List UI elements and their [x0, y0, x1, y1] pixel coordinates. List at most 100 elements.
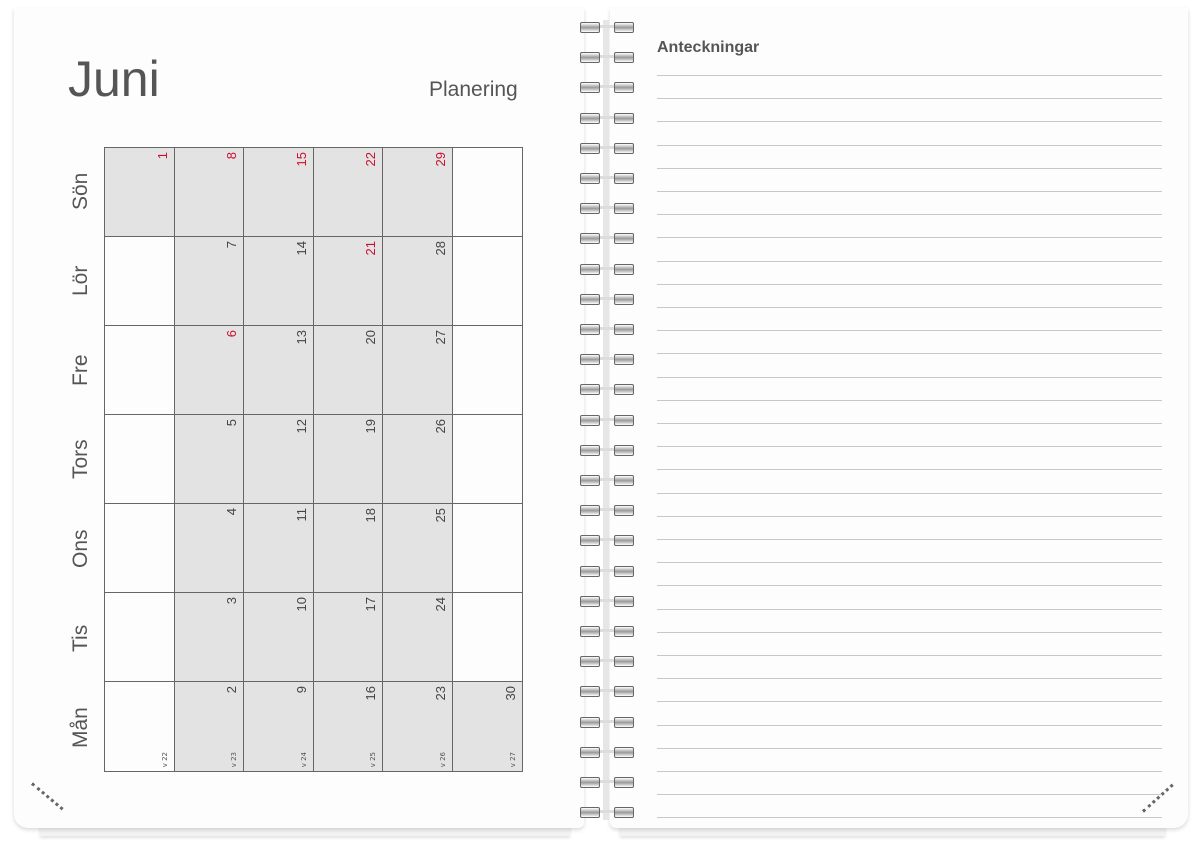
day-cell[interactable]: [105, 504, 175, 593]
day-cell[interactable]: [452, 504, 522, 593]
day-cell[interactable]: 21: [313, 237, 383, 326]
note-line: [657, 678, 1162, 680]
day-cell[interactable]: 28: [383, 237, 453, 326]
day-cell[interactable]: [105, 593, 175, 682]
note-line: [657, 701, 1162, 703]
note-line: [657, 121, 1162, 123]
day-cell[interactable]: 23 v 26: [383, 682, 453, 771]
spiral-ring: [580, 293, 634, 305]
day-cell[interactable]: [452, 326, 522, 415]
note-line: [657, 515, 1162, 517]
day-cell[interactable]: 1: [105, 148, 175, 237]
day-cell[interactable]: [105, 326, 175, 415]
day-number: 25: [432, 508, 448, 523]
day-number: 7: [224, 241, 239, 249]
day-number: 20: [363, 330, 378, 345]
day-number: 10: [293, 597, 309, 612]
day-label: Lör: [69, 265, 92, 296]
day-cell[interactable]: 11: [244, 504, 314, 593]
day-number: 29: [432, 152, 448, 167]
day-cell[interactable]: 22: [313, 148, 383, 237]
note-line: [657, 423, 1162, 424]
week-number: v 24: [299, 751, 308, 767]
spiral-ring: [580, 565, 634, 577]
day-cell[interactable]: 18: [313, 504, 383, 593]
day-cell[interactable]: [452, 593, 522, 682]
day-cell[interactable]: 24: [383, 593, 453, 682]
note-line: [657, 608, 1162, 610]
spiral-ring: [580, 142, 634, 154]
day-cell[interactable]: [105, 237, 175, 326]
note-line: [657, 144, 1162, 146]
day-cell[interactable]: 15: [244, 148, 314, 237]
spiral-ring: [580, 203, 634, 215]
day-label: Ons: [69, 529, 92, 568]
day-cell[interactable]: 10: [244, 593, 314, 682]
day-number: 3: [224, 597, 239, 605]
day-number: 19: [363, 419, 378, 434]
day-cell[interactable]: 12: [244, 415, 314, 504]
note-line: [657, 539, 1162, 540]
day-number: 9: [293, 686, 309, 694]
spiral-ring: [580, 656, 634, 668]
day-cell[interactable]: 4: [174, 504, 244, 593]
day-number: 27: [432, 330, 448, 345]
day-cell[interactable]: [452, 148, 522, 237]
note-line: [657, 167, 1162, 169]
day-number: 22: [363, 152, 378, 167]
day-cell[interactable]: 9 v 24: [244, 682, 314, 771]
day-cell[interactable]: v 22: [105, 682, 175, 771]
spiral-ring: [580, 444, 634, 456]
day-cell[interactable]: 7: [174, 237, 244, 326]
day-cell[interactable]: 3: [174, 593, 244, 682]
spiral-ring: [580, 173, 634, 184]
day-cell[interactable]: [105, 415, 175, 504]
note-line: [657, 191, 1162, 192]
day-cell[interactable]: 19: [313, 415, 383, 504]
spiral-ring: [580, 505, 634, 517]
day-cell[interactable]: 17: [313, 593, 383, 682]
note-line: [657, 562, 1162, 564]
day-cell[interactable]: 6: [174, 326, 244, 415]
day-cell[interactable]: 29: [383, 148, 453, 237]
day-cell[interactable]: 13: [244, 326, 314, 415]
note-line: [657, 260, 1162, 262]
week-number: v 23: [230, 751, 238, 767]
planning-label: Planering: [429, 78, 518, 101]
day-number: 26: [432, 419, 448, 434]
day-number: 18: [363, 508, 378, 523]
note-line: [657, 724, 1162, 726]
day-number: 15: [293, 152, 309, 167]
day-cell[interactable]: 5: [174, 415, 244, 504]
day-cell[interactable]: 27: [383, 326, 453, 415]
spiral-ring: [580, 233, 634, 245]
note-line: [657, 446, 1162, 448]
day-number: 11: [293, 508, 309, 522]
note-line: [657, 283, 1162, 285]
day-cell[interactable]: 2 v 23: [174, 682, 244, 771]
day-cell[interactable]: 8: [174, 148, 244, 237]
day-number: 21: [363, 241, 378, 256]
spiral-ring: [580, 324, 634, 335]
note-line: [657, 771, 1162, 772]
note-line: [657, 376, 1162, 378]
day-cell[interactable]: 26: [383, 415, 453, 504]
day-cell[interactable]: 30 v 27: [452, 682, 522, 771]
note-line: [657, 817, 1162, 819]
spiral-ring: [580, 414, 634, 426]
spiral-ring: [580, 535, 634, 547]
note-line: [657, 794, 1162, 796]
day-number: 23: [432, 686, 448, 701]
day-cell[interactable]: 14: [244, 237, 314, 326]
right-page: [610, 8, 1188, 828]
day-number: 13: [293, 330, 309, 345]
day-cell[interactable]: [452, 415, 522, 504]
spiral-ring: [580, 263, 634, 275]
note-line: [657, 237, 1162, 239]
day-cell[interactable]: [452, 237, 522, 326]
day-cell[interactable]: 16 v 25: [313, 682, 383, 771]
day-cell[interactable]: 20: [313, 326, 383, 415]
day-cell[interactable]: 25: [383, 504, 453, 593]
day-number: 16: [363, 686, 378, 701]
note-line: [657, 655, 1162, 656]
